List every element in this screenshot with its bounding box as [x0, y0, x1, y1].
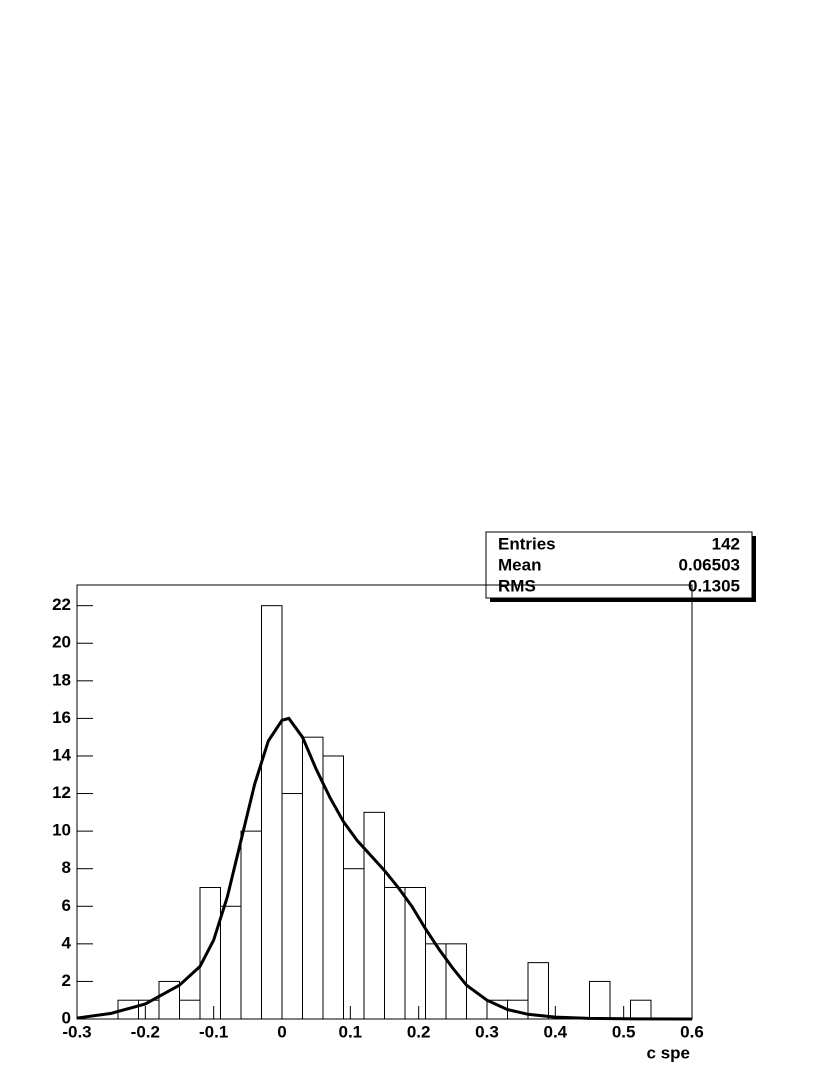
fit-curve	[76, 716, 693, 1021]
x-tick-label: 0.1	[339, 1022, 363, 1041]
bar	[527, 962, 549, 1020]
y-tick-label: 14	[52, 745, 71, 764]
stats-box	[485, 531, 753, 599]
stats-label: Mean	[498, 555, 541, 574]
y-tick-label: 10	[52, 821, 71, 840]
x-tick-label: 0.5	[612, 1022, 636, 1041]
y-tick-label: 4	[62, 933, 72, 952]
stats-value: 0.1305	[688, 576, 740, 595]
x-tick-label: -0.3	[62, 1022, 91, 1041]
x-tick-label: 0	[277, 1022, 286, 1041]
x-tick-label: 0.4	[544, 1022, 568, 1041]
y-tick-label: 6	[62, 896, 71, 915]
y-tick-label: 16	[52, 708, 71, 727]
x-tick-label: 0.3	[475, 1022, 499, 1041]
y-tick-label: 18	[52, 670, 71, 689]
x-tick-label: 0.2	[407, 1022, 431, 1041]
y-tick-label: 22	[52, 595, 71, 614]
x-axis-title: c spe	[647, 1043, 690, 1062]
stats-value: 0.06503	[679, 555, 740, 574]
y-tick-label: 2	[62, 971, 71, 990]
stats-label: Entries	[498, 534, 556, 553]
x-tick-label: -0.2	[131, 1022, 160, 1041]
y-tick-label: 20	[52, 633, 71, 652]
stats-value: 142	[712, 534, 740, 553]
y-tick-label: 0	[62, 1008, 71, 1027]
stats-label: RMS	[498, 576, 536, 595]
x-tick-label: 0.6	[680, 1022, 704, 1041]
bar	[445, 943, 467, 1020]
y-tick-label: 8	[62, 858, 71, 877]
x-tick-label: -0.1	[199, 1022, 228, 1041]
y-tick-label: 12	[52, 783, 71, 802]
